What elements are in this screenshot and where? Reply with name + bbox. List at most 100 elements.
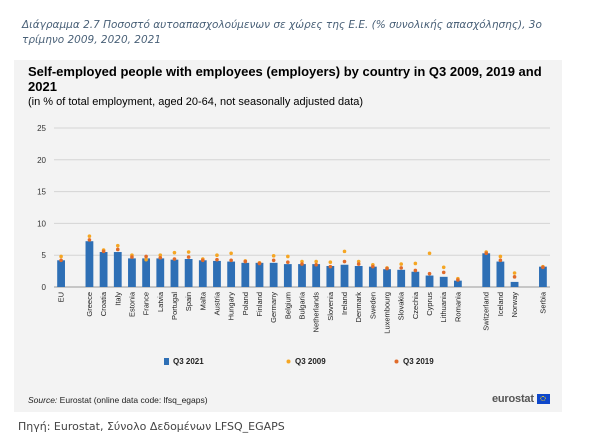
x-tick-label: Greece [85, 292, 94, 317]
marker-q3-2019 [456, 278, 460, 282]
legend-label: Q3 2021 [173, 357, 204, 366]
marker-q3-2019 [215, 257, 219, 262]
chart-title: Self-employed people with employees (emp… [28, 64, 542, 94]
marker-q3-2009 [498, 254, 503, 259]
y-tick-label: 0 [42, 283, 47, 292]
x-axis-labels: EU Greece Croatia Italy Estonia France Latvia P… [57, 291, 548, 334]
bar-q3-2021 [213, 260, 221, 287]
bar-q3-2021 [283, 264, 292, 287]
marker-q3-2019 [229, 258, 233, 263]
bars [57, 241, 547, 287]
x-tick-label: Latvia [156, 291, 165, 312]
marker-q3-2019 [59, 258, 63, 263]
bar-q3-2021 [156, 258, 165, 287]
y-tick-label: 20 [37, 156, 46, 165]
x-tick-label: Poland [241, 292, 250, 315]
bar-q3-2021 [340, 264, 349, 287]
bar-q3-2021 [354, 266, 363, 287]
x-tick-label: Estonia [127, 291, 136, 317]
marker-q3-2019 [115, 247, 120, 252]
marker-q3-2019 [257, 261, 262, 266]
x-tick-label: Luxembourg [383, 292, 392, 334]
bar-q3-2021 [170, 259, 179, 287]
marker-q3-2009 [427, 251, 432, 256]
marker-q3-2019 [413, 268, 418, 273]
footer-source: Πηγή: Eurostat, Σύνολο Δεδομένων LFSQ_EG… [18, 420, 285, 433]
x-tick-label: Spain [184, 292, 193, 311]
marker-q3-2009 [59, 254, 63, 259]
legend: Q3 2021 Q3 2009 Q3 2019 [164, 357, 434, 366]
marker-q3-2009 [441, 265, 446, 270]
marker-q3-2019 [101, 249, 106, 254]
marker-q3-2019 [385, 266, 389, 271]
bar-q3-2021 [539, 266, 547, 287]
y-axis: 0 5 10 15 20 25 [37, 124, 46, 292]
legend-label: Q3 2009 [295, 357, 326, 366]
marker-q3-2009 [399, 262, 404, 266]
marker-q3-2019 [328, 264, 333, 269]
y-tick-label: 25 [37, 124, 46, 133]
marker-q3-2009 [115, 243, 120, 248]
bar-q3-2021 [113, 252, 122, 287]
markers-q3-2019 [59, 238, 545, 282]
marker-q3-2009 [158, 253, 163, 257]
x-tick-label: Cyprus [425, 292, 434, 316]
marker-q3-2009 [300, 259, 304, 264]
bar-q3-2021 [85, 241, 94, 287]
marker-q3-2019 [399, 266, 404, 270]
bar-q3-2021 [453, 280, 462, 287]
x-tick-label: Sweden [368, 292, 377, 319]
x-tick-label: France [142, 292, 151, 315]
bar-q3-2021 [269, 262, 278, 287]
marker-q3-2019 [286, 260, 290, 264]
x-tick-label: Hungary [227, 292, 236, 321]
marker-q3-2009 [286, 254, 290, 259]
marker-q3-2009 [328, 260, 333, 264]
marker-q3-2019 [201, 258, 205, 263]
marker-q3-2009 [172, 250, 177, 255]
marker-q3-2019 [186, 255, 191, 259]
x-tick-label: Romania [453, 291, 462, 322]
bar-q3-2021 [241, 262, 250, 287]
chart-subtitle: (in % of total employment, aged 20-64, n… [28, 96, 364, 108]
chart-panel [14, 60, 562, 412]
bar-q3-2021 [184, 259, 193, 287]
bar-q3-2021 [411, 271, 420, 287]
bar-q3-2021 [496, 261, 505, 287]
bar-q3-2021 [312, 264, 321, 287]
x-tick-label: Czechia [411, 291, 420, 319]
bar-q3-2021 [368, 266, 377, 287]
marker-q3-2019 [512, 275, 517, 279]
bar-q3-2021 [439, 276, 448, 287]
marker-q3-2019 [271, 258, 276, 263]
marker-q3-2019 [371, 264, 375, 269]
x-tick-label: Switzerland [482, 292, 491, 331]
bar-q3-2021 [198, 260, 207, 287]
y-tick-label: 10 [37, 219, 46, 228]
bar-q3-2021 [227, 261, 236, 287]
bar-q3-2021 [425, 275, 434, 287]
x-tick-label: Italy [113, 292, 122, 306]
legend-label: Q3 2019 [403, 357, 434, 366]
marker-q3-2019 [144, 254, 148, 259]
marker-q3-2019 [158, 255, 163, 260]
bar-q3-2021 [383, 269, 391, 287]
x-tick-label: Lithuania [439, 291, 448, 322]
bar-q3-2021 [482, 253, 491, 287]
x-tick-label: Croatia [99, 291, 108, 316]
x-tick-label: Netherlands [312, 292, 321, 333]
bar-q3-2021 [142, 258, 151, 287]
gridlines [54, 127, 550, 288]
marker-q3-2019 [484, 251, 489, 256]
x-tick-label: Portugal [170, 292, 179, 320]
marker-q3-2019 [243, 259, 248, 264]
bar-chart: 0 5 10 15 20 25 EU Greece Croatia Italy Estonia Fr… [37, 124, 550, 366]
x-tick-label: Serbia [538, 291, 547, 314]
bar-q3-2021 [128, 258, 136, 287]
bar-q3-2021 [397, 269, 406, 287]
y-tick-label: 15 [37, 188, 46, 197]
marker-q3-2009 [314, 259, 318, 264]
bar-q3-2021 [510, 281, 519, 287]
bar-q3-2021 [99, 252, 108, 287]
marker-q3-2019 [498, 258, 503, 263]
